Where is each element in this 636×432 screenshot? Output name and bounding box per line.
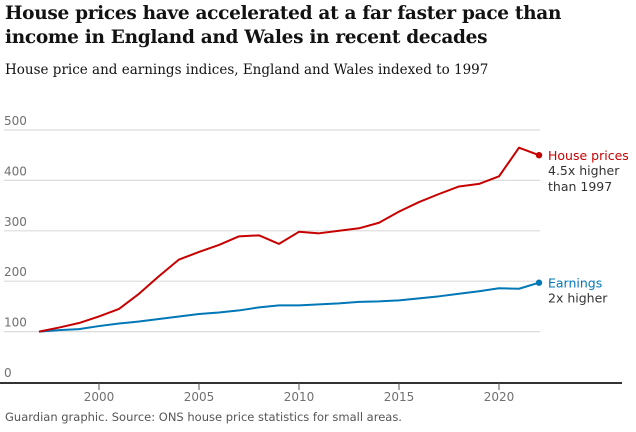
series-note: than 1997: [548, 179, 612, 194]
x-tick-label: 2020: [484, 390, 515, 404]
y-tick-label: 500: [4, 114, 27, 128]
series-label: House prices: [548, 148, 629, 163]
y-tick-label: 300: [4, 215, 27, 229]
series-end-point: [535, 152, 543, 159]
series-note: 2x higher: [548, 291, 608, 306]
source-note: Guardian graphic. Source: ONS house pric…: [5, 410, 402, 424]
series-label: Earnings: [548, 276, 602, 291]
chart-subtitle: House price and earnings indices, Englan…: [5, 62, 489, 78]
y-tick-label: 400: [4, 164, 27, 178]
x-tick-label: 2005: [184, 390, 215, 404]
series-end-point: [535, 279, 543, 286]
series-line-house-prices: [38, 146, 540, 333]
x-tick-label: 2010: [284, 390, 315, 404]
series-note: 4.5x higher: [548, 163, 620, 178]
series-line-earnings: [38, 281, 540, 333]
x-tick-label: 2000: [84, 390, 115, 404]
chart-title: House prices have accelerated at a far f…: [5, 3, 562, 48]
y-tick-label: 100: [4, 316, 27, 330]
x-tick-label: 2015: [384, 390, 415, 404]
y-tick-label: 200: [4, 265, 27, 279]
y-tick-label: 0: [4, 366, 12, 380]
